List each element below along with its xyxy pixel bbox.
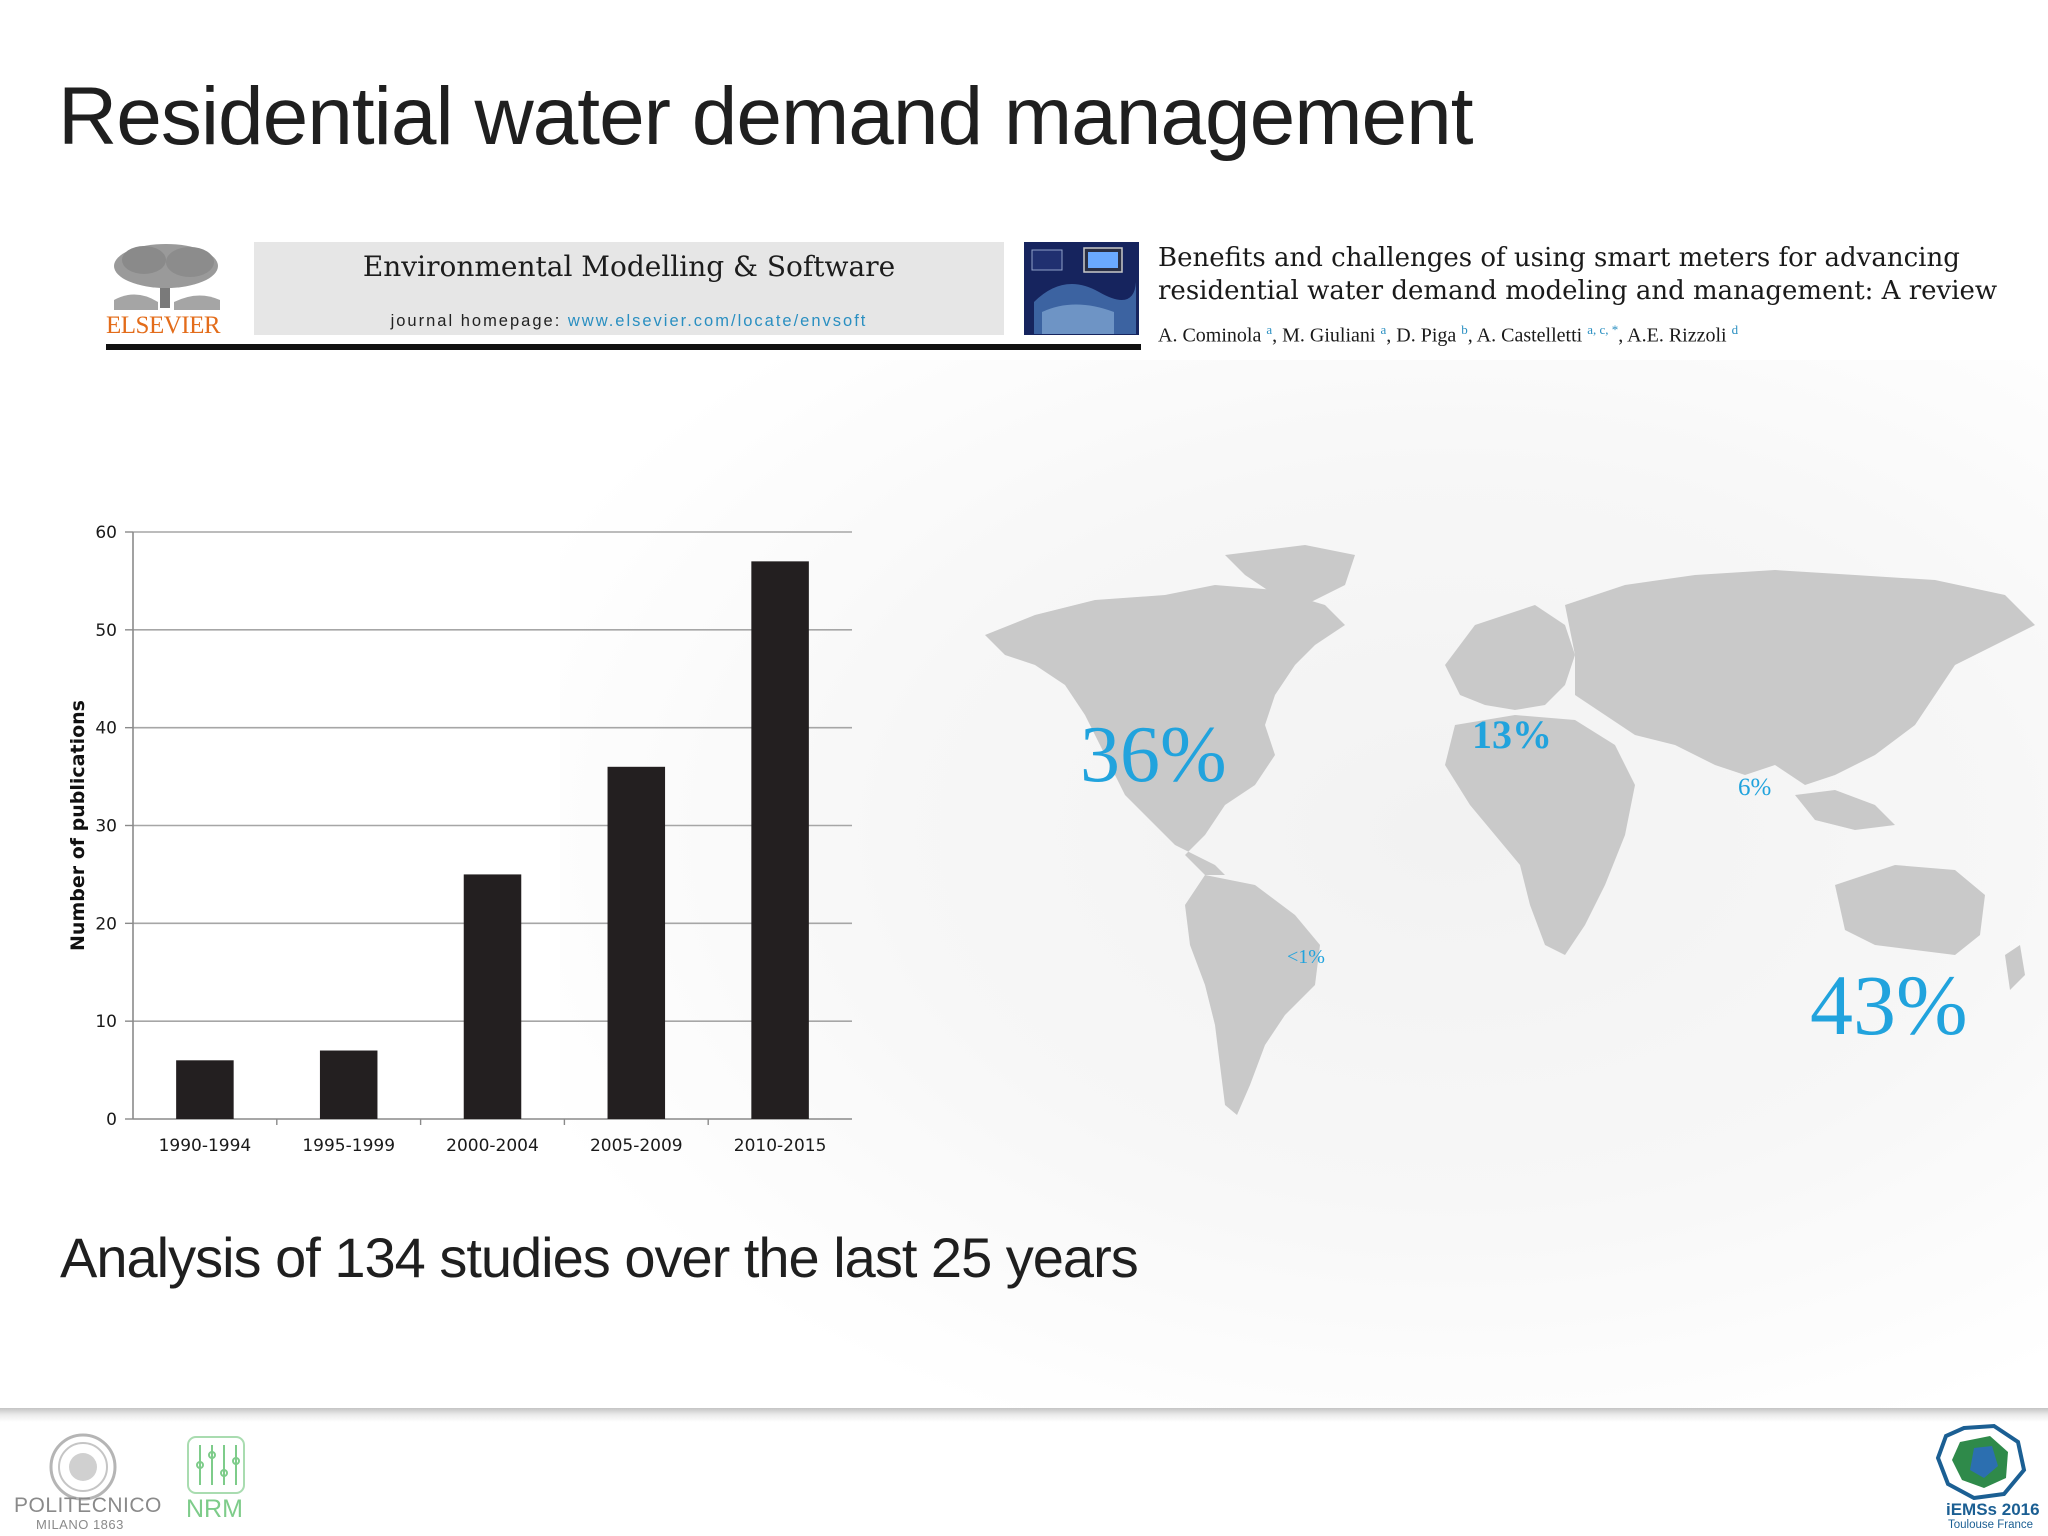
author-affiliation[interactable]: b <box>1461 322 1468 337</box>
paper-title-line-1: Benefits and challenges of using smart m… <box>1158 243 1960 273</box>
y-tick-label: 50 <box>95 621 117 641</box>
south-america-shape <box>1185 875 1320 1115</box>
journal-header: ELSEVIER Environmental Modelling & Softw… <box>106 240 1141 350</box>
asia-shape <box>1565 570 2035 785</box>
x-tick-label: 2010-2015 <box>734 1136 827 1156</box>
y-tick-label: 10 <box>95 1012 117 1032</box>
greenland-shape <box>1225 545 1355 605</box>
iemss-logo <box>1935 1423 2027 1500</box>
australia-shape <box>1835 865 1985 955</box>
author-affiliation[interactable]: a, c, * <box>1587 322 1619 337</box>
paper-title: Benefits and challenges of using smart m… <box>1158 242 2018 308</box>
elsevier-tree-logo <box>114 244 220 310</box>
paper-title-line-2: residential water demand modeling and ma… <box>1158 276 1998 306</box>
bar-2005-2009 <box>607 766 666 1119</box>
y-tick-label: 20 <box>95 914 117 934</box>
journal-cover-image <box>1024 242 1139 335</box>
analysis-caption: Analysis of 134 studies over the last 25… <box>60 1226 1139 1289</box>
author-name: A.E. Rizzoli <box>1627 324 1732 347</box>
author-name: A. Castelletti <box>1476 324 1588 347</box>
x-tick-label: 2005-2009 <box>590 1136 683 1156</box>
politecnico-name: POLITECNICO <box>14 1494 162 1517</box>
bar-2000-2004 <box>463 874 522 1119</box>
y-tick-label: 40 <box>95 719 117 739</box>
africa-shape <box>1445 715 1635 955</box>
homepage-link[interactable]: www.elsevier.com/locate/envsoft <box>567 312 868 330</box>
bar-2010-2015 <box>751 561 809 1119</box>
x-tick-label: 1990-1994 <box>159 1136 252 1156</box>
paper-authors: A. Cominola a, M. Giuliani a, D. Piga b,… <box>1158 322 1739 347</box>
author-affiliation[interactable]: d <box>1731 322 1739 337</box>
publisher-name: ELSEVIER <box>106 312 221 339</box>
politecnico-subtitle: MILANO 1863 <box>36 1517 124 1532</box>
share-north-america: 36% <box>1080 711 1227 799</box>
share-oceania: 43% <box>1810 957 1968 1053</box>
world-map <box>985 545 2035 1115</box>
share-asia: 6% <box>1738 774 1772 801</box>
y-tick-label: 0 <box>106 1110 117 1130</box>
europe-shape <box>1445 605 1575 710</box>
footer-bar <box>0 1408 2048 1422</box>
bar-1995-1999 <box>319 1050 378 1119</box>
bar-1990-1994 <box>176 1060 234 1119</box>
iemss-label: iEMSs 2016 <box>1946 1500 2040 1519</box>
author-affiliation[interactable]: a <box>1266 322 1273 337</box>
share-europe: 13% <box>1472 712 1552 757</box>
journal-name: Environmental Modelling & Software <box>362 250 896 283</box>
x-tick-label: 2000-2004 <box>446 1136 539 1156</box>
journal-homepage: journal homepage: www.elsevier.com/locat… <box>254 312 1004 331</box>
new-zealand-shape <box>2005 945 2025 990</box>
y-axis-label: Number of publications <box>67 700 89 951</box>
homepage-prefix: journal homepage: <box>390 312 568 330</box>
author-name: A. Cominola <box>1158 324 1267 347</box>
header-rule <box>106 344 1141 350</box>
publications-bar-chart: 0 10 20 30 40 50 60 1990-1994 1995-1999 2000-2004… <box>50 510 880 1170</box>
nrm-label: NRM <box>186 1495 243 1523</box>
north-america-shape <box>985 585 1345 875</box>
politecnico-seal-logo <box>49 1433 117 1501</box>
journal-banner: Environmental Modelling & Software journ… <box>254 242 1004 335</box>
nrm-logo <box>187 1436 245 1494</box>
author-name: D. Piga <box>1396 324 1462 347</box>
chart-svg: 0 10 20 30 40 50 60 1990-1994 1995-1999 2000-2004… <box>67 523 852 1156</box>
author-name: M. Giuliani <box>1282 324 1381 347</box>
share-south-america: <1% <box>1287 946 1325 968</box>
slide-title: Residential water demand management <box>58 71 1473 162</box>
southeast-asia-shape <box>1795 790 1895 830</box>
x-tick-label: 1995-1999 <box>302 1136 395 1156</box>
author-affiliation[interactable]: a <box>1380 322 1387 337</box>
y-tick-label: 30 <box>95 817 117 837</box>
iemss-location: Toulouse France <box>1948 1519 2034 1531</box>
y-tick-label: 60 <box>95 523 117 543</box>
